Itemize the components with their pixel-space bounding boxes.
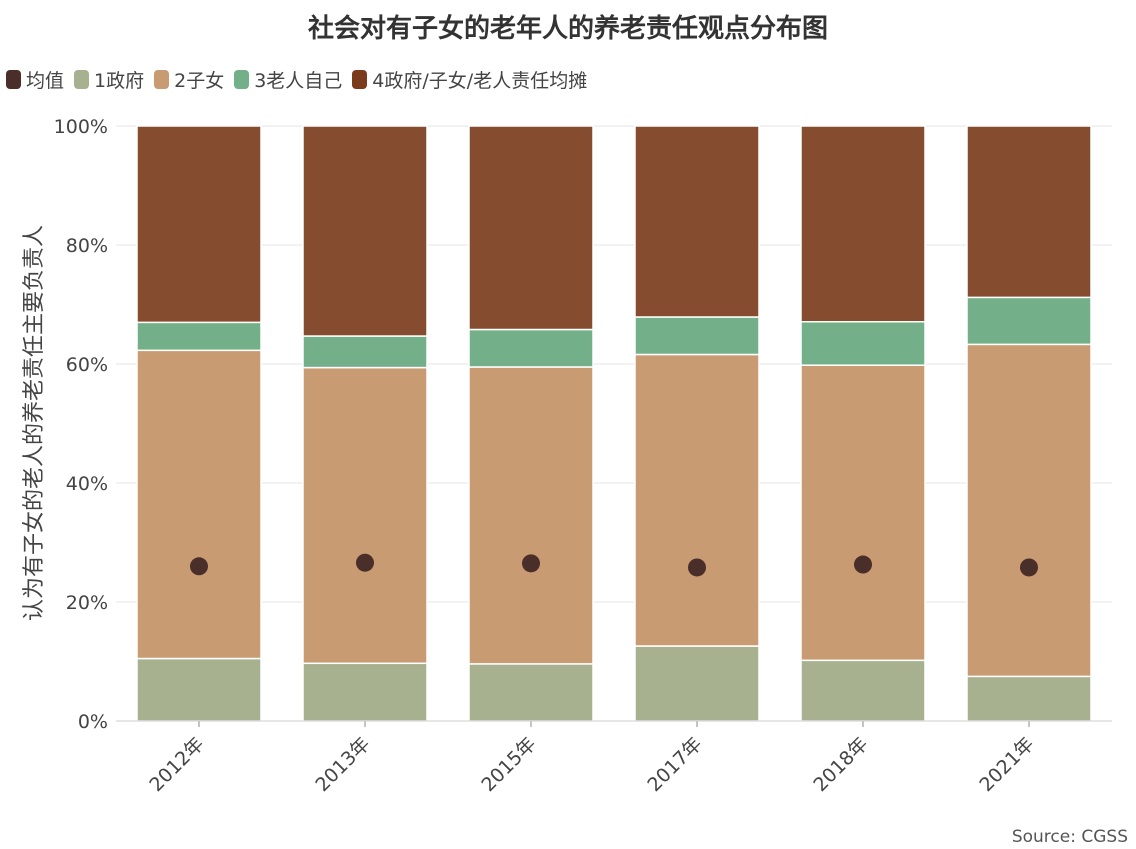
bar-segment-2-2[interactable] xyxy=(302,366,428,665)
x-tick-label: 2017年 xyxy=(643,733,706,796)
mean-point-3[interactable] xyxy=(522,554,540,573)
mean-point-2[interactable] xyxy=(356,553,374,572)
bar-segment-2-3[interactable] xyxy=(468,366,594,665)
mean-points xyxy=(190,553,1038,577)
mean-point-4[interactable] xyxy=(688,558,706,577)
mean-point-5[interactable] xyxy=(854,555,872,574)
y-tick-label: 0% xyxy=(78,711,108,733)
bar-segment-3-3[interactable] xyxy=(468,328,594,368)
bar-segment-1-5[interactable] xyxy=(800,659,926,722)
bar-segment-2-1[interactable] xyxy=(136,349,262,660)
bar-segment-1-4[interactable] xyxy=(634,645,760,722)
legend-item-mean[interactable]: 均值 xyxy=(6,66,64,93)
legend-swatch-mean xyxy=(6,69,21,89)
bar-segment-3-6[interactable] xyxy=(966,296,1092,346)
y-tick-label: 80% xyxy=(66,235,108,257)
grid-lines xyxy=(116,125,1112,722)
mean-point-6[interactable] xyxy=(1020,558,1038,577)
bar-segment-4-5[interactable] xyxy=(800,125,926,323)
legend-label-shared: 4政府/子女/老人责任均摊 xyxy=(372,69,588,92)
bar-segment-4-6[interactable] xyxy=(966,125,1092,299)
bar-segment-1-1[interactable] xyxy=(136,657,262,722)
x-tick-label: 2021年 xyxy=(975,733,1038,796)
bar-segment-2-4[interactable] xyxy=(634,353,760,647)
legend-swatch-self xyxy=(234,69,250,89)
legend-item-government[interactable]: 1政府 xyxy=(74,66,144,93)
bar-segment-4-3[interactable] xyxy=(468,125,594,331)
source-note: Source: CGSS xyxy=(1011,827,1128,847)
legend-label-children: 2子女 xyxy=(174,69,225,92)
legend-swatch-government xyxy=(74,69,90,89)
mean-point-1[interactable] xyxy=(190,557,208,576)
bar-segment-1-6[interactable] xyxy=(966,675,1092,722)
bar-segment-1-2[interactable] xyxy=(302,662,428,722)
chart-title: 社会对有子女的老年人的养老责任观点分布图 xyxy=(307,14,828,44)
bar-segment-4-2[interactable] xyxy=(302,125,428,337)
y-tick-label: 20% xyxy=(66,592,108,614)
legend-swatch-shared xyxy=(352,69,368,89)
x-tick-label: 2012年 xyxy=(145,733,208,796)
bar-segment-3-5[interactable] xyxy=(800,321,926,366)
x-tick-label: 2013年 xyxy=(311,733,374,796)
bar-segment-3-4[interactable] xyxy=(634,316,760,356)
x-tick-label: 2018年 xyxy=(809,733,872,796)
legend-label-mean: 均值 xyxy=(26,69,65,92)
y-tick-label: 100% xyxy=(54,116,108,138)
legend-item-shared[interactable]: 4政府/子女/老人责任均摊 xyxy=(352,66,587,93)
bar-segment-4-4[interactable] xyxy=(634,125,760,318)
y-axis-label: 认为有子女的老人的养老责任主要负责人 xyxy=(22,225,47,621)
bar-segment-4-1[interactable] xyxy=(136,125,262,324)
legend-label-self: 3老人自己 xyxy=(254,69,343,92)
bar-segment-2-5[interactable] xyxy=(800,364,926,662)
bar-segment-2-6[interactable] xyxy=(966,343,1092,678)
bar-segment-1-3[interactable] xyxy=(468,663,594,722)
legend-item-self[interactable]: 3老人自己 xyxy=(234,66,342,93)
y-tick-label: 60% xyxy=(66,354,108,376)
bar-segment-3-1[interactable] xyxy=(136,321,262,352)
y-tick-label: 40% xyxy=(66,473,108,495)
legend-label-government: 1政府 xyxy=(94,69,145,92)
bar-segment-3-2[interactable] xyxy=(302,335,428,369)
bars xyxy=(136,125,1092,722)
legend: 均值 1政府 2子女 3老人自己 4政府/子女/老人责任均摊 xyxy=(6,66,597,92)
x-tick-label: 2015年 xyxy=(477,733,540,796)
legend-item-children[interactable]: 2子女 xyxy=(154,66,224,93)
legend-swatch-children xyxy=(154,69,170,89)
